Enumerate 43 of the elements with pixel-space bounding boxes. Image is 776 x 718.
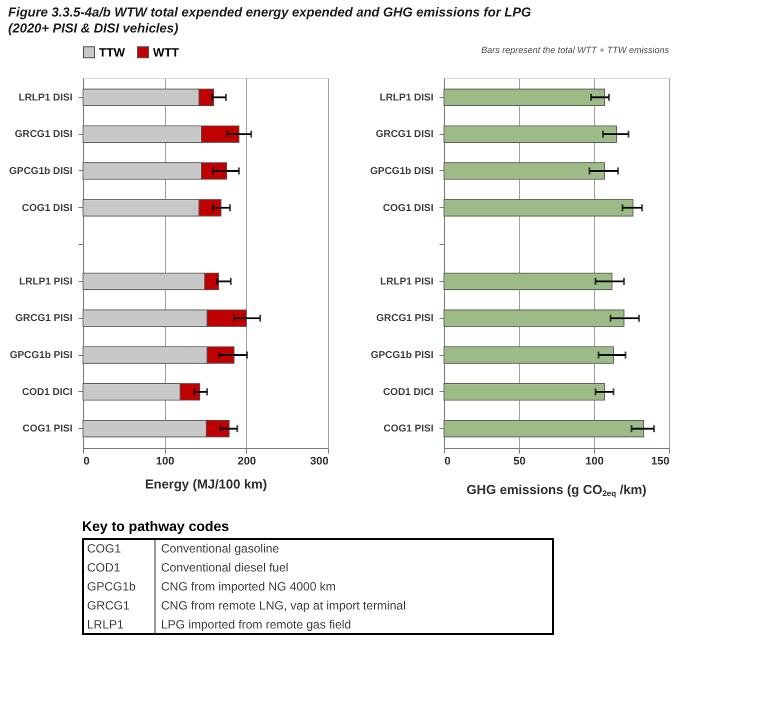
x-tick-label: 50 [513, 456, 526, 468]
x-tick-label: 150 [651, 456, 670, 468]
y-tick-label: LRLP1 DISI [380, 92, 434, 104]
legend-label: WTT [153, 45, 180, 60]
y-tick-label: COG1 DISI [22, 202, 73, 214]
x-tick-label: 100 [156, 456, 174, 468]
text: CNG from remote LNG, vap at import terminal [161, 598, 406, 612]
y-tick-label: LRLP1 PISI [380, 276, 434, 288]
chart-subtitle: (2020+ PISI & DISI vehicles) [8, 20, 178, 36]
x-tick-label: 0 [84, 456, 90, 468]
y-tick-label: COG1 DISI [382, 202, 434, 214]
text: CNG from imported NG 4000 km [161, 580, 336, 594]
text: COG1 [87, 542, 122, 556]
text: Key to pathway codes [82, 518, 230, 534]
x-tick-label: 0 [444, 456, 451, 468]
x-axis-title: Energy (MJ/100 km) [144, 476, 268, 492]
y-tick-label: LRLP1 DISI [18, 92, 73, 104]
y-tick-label: GPCG1b DISI [370, 166, 434, 177]
y-tick-label: GPCG1b DISI [9, 166, 73, 177]
text: Conventional gasoline [161, 542, 280, 556]
y-tick-label: COG1 PISI [383, 424, 434, 435]
y-tick-label: GPCG1b PISI [370, 350, 434, 362]
text: LPG imported from remote gas field [161, 618, 352, 632]
y-tick-label: LRLP1 PISI [19, 276, 73, 288]
x-tick-label: 200 [238, 456, 256, 468]
y-tick-label: GRCG1 DISI [376, 129, 434, 140]
y-tick-label: GRCG1 DISI [14, 129, 73, 140]
y-tick-label: GPCG1b PISI [10, 350, 73, 362]
y-tick-label: COD1 DICI [382, 386, 434, 398]
text: GPCG1b [87, 580, 136, 594]
text: COD1 [87, 560, 121, 574]
y-tick-label: COD1 DICI [22, 386, 73, 398]
y-tick-label: GRCG1 PISI [376, 313, 434, 324]
legend-label: TTW [99, 45, 126, 60]
x-tick-label: 300 [310, 456, 328, 468]
chart-title: Figure 3.3.5-4a/b WTW total expended energy expended and GHG emissions for LPG [8, 4, 532, 20]
text: Conventional diesel fuel [161, 560, 288, 574]
x-tick-label: 100 [585, 456, 604, 468]
text: GRCG1 [87, 598, 130, 612]
text: LRLP1 [87, 618, 124, 632]
y-tick-label: GRCG1 PISI [15, 313, 73, 324]
y-tick-label: COG1 PISI [22, 424, 73, 435]
text: Bars represent the total WTT + TTW emissions [481, 45, 670, 55]
